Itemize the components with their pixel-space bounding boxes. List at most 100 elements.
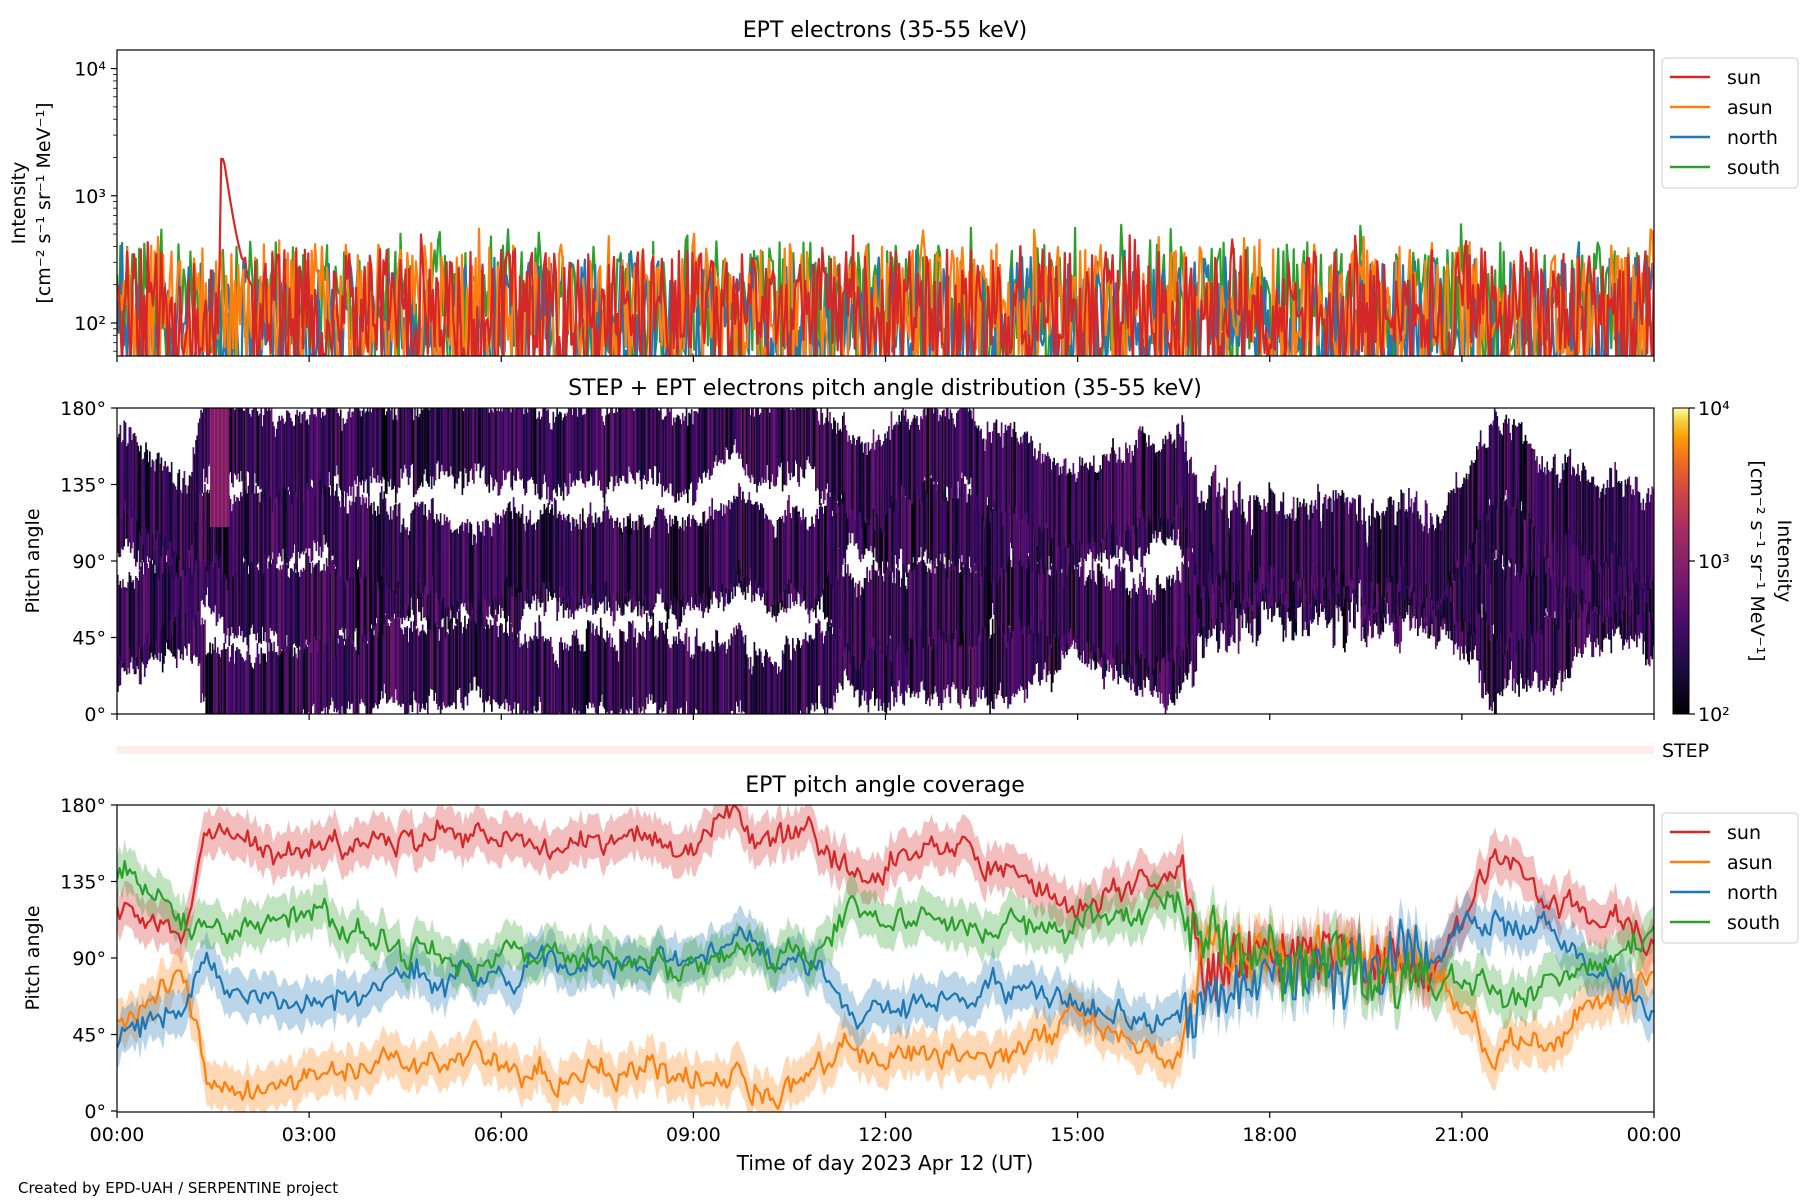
heatmap-cell [710,408,712,476]
heatmap-cell [922,559,925,648]
heatmap-cell [635,647,638,714]
heatmap-cell [484,408,487,484]
heatmap-cell [211,494,214,562]
heatmap-cell [941,410,944,501]
heatmap-cell [961,616,963,690]
heatmap-cell [648,524,651,610]
heatmap-cell [473,534,475,625]
heatmap-cell [835,618,838,690]
heatmap-cell [1614,462,1616,543]
heatmap-cell [1268,482,1271,573]
heatmap-cell [739,408,742,454]
heatmap-cell [1577,522,1579,609]
heatmap-cell [935,489,938,559]
heatmap-cell [1003,433,1006,527]
heatmap-cell [521,408,524,479]
heatmap-cell [256,493,259,565]
heatmap-cell [1446,505,1449,586]
heatmap-cell [703,408,706,472]
heatmap-cell [1233,500,1236,583]
heatmap-cell [159,463,161,534]
heatmap-cell [271,559,274,631]
heatmap-cell [1505,499,1508,580]
heatmap-cell [1542,471,1545,556]
heatmap-cell [762,408,765,484]
heatmap-cell [140,566,142,648]
heatmap-cell [902,564,904,641]
heatmap-cell [1587,534,1590,612]
heatmap-cell [607,414,610,490]
heatmap-cell [319,635,322,714]
heatmap-cell [1224,489,1227,565]
heatmap-cell [1246,521,1249,602]
heatmap-cell [542,513,544,583]
heatmap-cell [996,617,999,695]
heatmap-cell [264,550,266,633]
heatmap-cell [789,659,792,714]
heatmap-cell [786,638,789,714]
heatmap-cell [218,653,220,714]
heatmap-cell [679,639,681,709]
heatmap-cell [994,422,997,502]
heatmap-cell [1584,469,1587,556]
heatmap-cell [1509,567,1511,638]
heatmap-cell [893,492,895,578]
heatmap-cell [1017,611,1020,689]
heatmap-cell [806,529,808,599]
heatmap-cell [1153,444,1155,529]
heatmap-cell [888,565,890,651]
heatmap-cell [914,418,917,491]
heatmap-cell [498,411,501,496]
heatmap-cell [188,561,191,644]
heatmap-cell [370,412,373,483]
heatmap-cell [964,408,967,477]
heatmap-cell [1308,519,1310,589]
heatmap-cell [1601,488,1604,570]
heatmap-cell [857,468,859,550]
heatmap-cell [1443,510,1446,592]
heatmap-cell [216,537,219,622]
heatmap-cell [980,611,982,700]
heatmap-cell [907,572,909,652]
heatmap-cell [429,609,432,689]
heatmap-cell [779,516,781,595]
heatmap-cell [1351,502,1354,580]
heatmap-cell [693,411,696,505]
heatmap-cell [658,621,661,710]
heatmap-cell [1642,498,1645,577]
heatmap-cell [140,445,142,536]
heatmap-cell [291,568,293,645]
y-tick-label: 180° [60,795,106,817]
heatmap-cell [949,409,952,500]
heatmap-cell [877,575,880,645]
heatmap-cell [266,568,269,647]
heatmap-cell [465,523,468,611]
heatmap-cell [827,494,830,573]
heatmap-cell [961,408,963,473]
heatmap-cell [1162,588,1164,659]
heatmap-cell [1148,587,1150,667]
heatmap-cell [1105,454,1108,534]
heatmap-cell [987,624,990,705]
heatmap-cell [214,637,217,714]
heatmap-cell [263,653,265,714]
heatmap-cell [333,565,336,660]
heatmap-cell [467,618,470,693]
heatmap-cell [324,570,327,644]
heatmap-cell [246,408,249,472]
heatmap-cell [605,642,607,714]
heatmap-cell [241,496,243,571]
heatmap-cell [1580,577,1583,658]
heatmap-cell [312,414,315,485]
heatmap-cell [742,491,744,577]
heatmap-cell [1554,498,1556,576]
heatmap-cell [394,415,397,503]
heatmap-cell [332,559,334,640]
heatmap-cell [1014,621,1017,694]
heatmap-cell [198,474,201,559]
heatmap-cell [1361,524,1364,594]
heatmap-cell [1504,500,1506,576]
heatmap-cell [920,466,922,547]
heatmap-cell [464,522,466,599]
heatmap-cell [1541,558,1543,634]
